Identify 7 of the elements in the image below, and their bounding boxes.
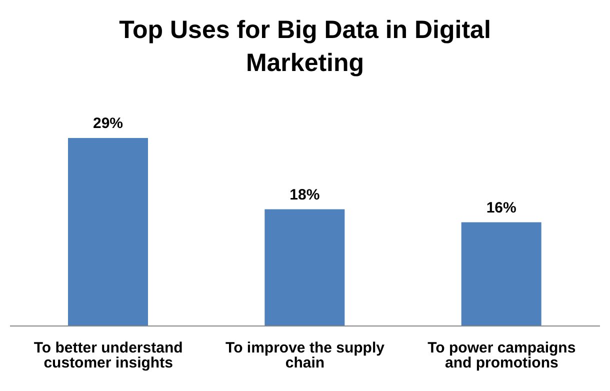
data-label: 16% (486, 199, 516, 216)
data-label: 18% (290, 186, 320, 204)
chart-title: Top Uses for Big Data in Digital Marketing (118, 15, 492, 79)
data-label: 29% (92, 115, 124, 132)
x-tick-label: To improve the supply chain (226, 340, 386, 372)
x-tick-label: To better understand customer insights (34, 340, 183, 372)
x-tick-label: To power campaigns and promotions (428, 340, 576, 372)
